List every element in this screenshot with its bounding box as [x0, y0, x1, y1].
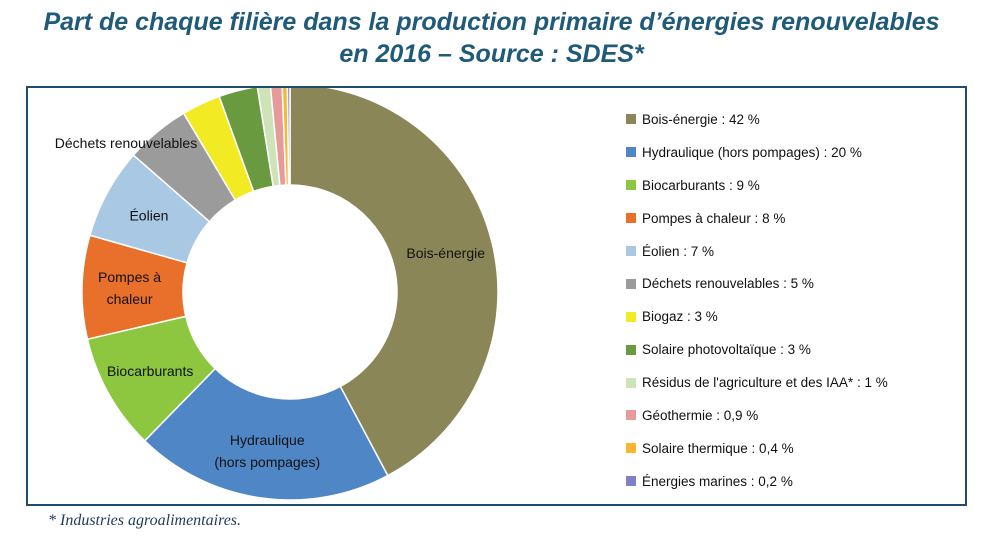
slice-energies-marines: [286, 88, 291, 186]
legend-label: Résidus de l'agriculture et des IAA* : 1…: [642, 375, 888, 391]
slice-label-dechets-renouvelables: Déchets renouvelables: [55, 135, 197, 151]
legend-item-pompes-a-chaleur: Pompes à chaleur : 8 %: [626, 202, 956, 235]
slice-label-bois-energie: Bois-énergie: [406, 245, 485, 261]
legend-label: Énergies marines : 0,2 %: [642, 473, 793, 489]
legend-label: Hydraulique (hors pompages) : 20 %: [642, 144, 862, 160]
legend-label: Éolien : 7 %: [642, 243, 715, 259]
legend-item-biogaz: Biogaz : 3 %: [626, 300, 956, 333]
legend-label: Bois-énergie : 42 %: [642, 111, 760, 127]
slice-bois-energie: [289, 88, 499, 477]
legend-label: Déchets renouvelables : 5 %: [642, 276, 814, 292]
legend-swatch: [626, 476, 636, 487]
legend-item-biocarburants: Biocarburants : 9 %: [626, 169, 956, 202]
slice-label-pompes-a-chaleur: Pompes à chaleur: [98, 269, 161, 307]
legend-swatch: [626, 443, 636, 454]
legend-swatch: [626, 180, 636, 191]
legend-item-hydraulique-hors-pompages: Hydraulique (hors pompages) : 20 %: [626, 136, 956, 169]
legend-item-energies-marines: Énergies marines : 0,2 %: [626, 465, 956, 498]
legend-item-eolien: Éolien : 7 %: [626, 235, 956, 268]
legend-item-dechets-renouvelables: Déchets renouvelables : 5 %: [626, 267, 956, 300]
legend-label: Biocarburants : 9 %: [642, 177, 760, 193]
legend-label: Solaire thermique : 0,4 %: [642, 440, 794, 456]
legend-label: Solaire photovoltaïque : 3 %: [642, 342, 811, 358]
donut-chart: Bois-énergie Hydraulique (hors pompages) Bi…: [55, 88, 499, 501]
legend-item-bois-energie: Bois-énergie : 42 %: [626, 103, 956, 136]
legend-label: Biogaz : 3 %: [642, 309, 718, 325]
legend-swatch: [626, 377, 636, 388]
legend-swatch: [626, 213, 636, 224]
slice-label-hydraulique-hors-pompages: Hydraulique (hors pompages): [214, 432, 320, 470]
legend-swatch: [626, 147, 636, 158]
legend-item-solaire-thermique: Solaire thermique : 0,4 %: [626, 432, 956, 465]
legend-swatch: [626, 410, 636, 421]
legend-label: Géothermie : 0,9 %: [642, 407, 759, 423]
slice-label-biocarburants: Biocarburants: [107, 363, 193, 379]
legend-swatch: [626, 311, 636, 322]
legend-item-geothermie: Géothermie : 0,9 %: [626, 399, 956, 432]
legend-swatch: [626, 278, 636, 289]
chart-legend: Bois-énergie : 42 % Hydraulique (hors pom…: [626, 103, 956, 498]
slice-label-eolien: Éolien: [129, 207, 168, 223]
slice-hydraulique-hors-pompages: [143, 367, 389, 501]
legend-item-solaire-photovoltaique: Solaire photovoltaïque : 3 %: [626, 333, 956, 366]
legend-item-residus-de-l-agriculture-et-des-iaa: Résidus de l'agriculture et des IAA* : 1…: [626, 366, 956, 399]
chart-title-line-2: en 2016 – Source : SDES*: [339, 40, 644, 68]
chart-title-line-1: Part de chaque filière dans la productio…: [43, 8, 940, 36]
legend-swatch: [626, 114, 636, 125]
footnote: * Industries agroalimentaires.: [48, 512, 242, 529]
legend-swatch: [626, 344, 636, 355]
legend-label: Pompes à chaleur : 8 %: [642, 210, 786, 226]
legend-swatch: [626, 246, 636, 256]
chart-title: Part de chaque filière dans la productio…: [0, 6, 983, 70]
